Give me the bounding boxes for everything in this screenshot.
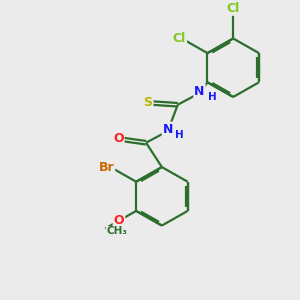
Text: O: O [113, 132, 124, 145]
Text: Cl: Cl [226, 2, 240, 15]
Text: Br: Br [99, 160, 114, 174]
Text: Cl: Cl [173, 32, 186, 45]
Text: O: O [114, 214, 124, 227]
Text: CH₃: CH₃ [106, 226, 127, 236]
Text: H: H [175, 130, 184, 140]
Text: S: S [143, 96, 152, 109]
Text: H: H [208, 92, 217, 102]
Text: N: N [163, 123, 173, 136]
Text: N: N [194, 85, 205, 98]
